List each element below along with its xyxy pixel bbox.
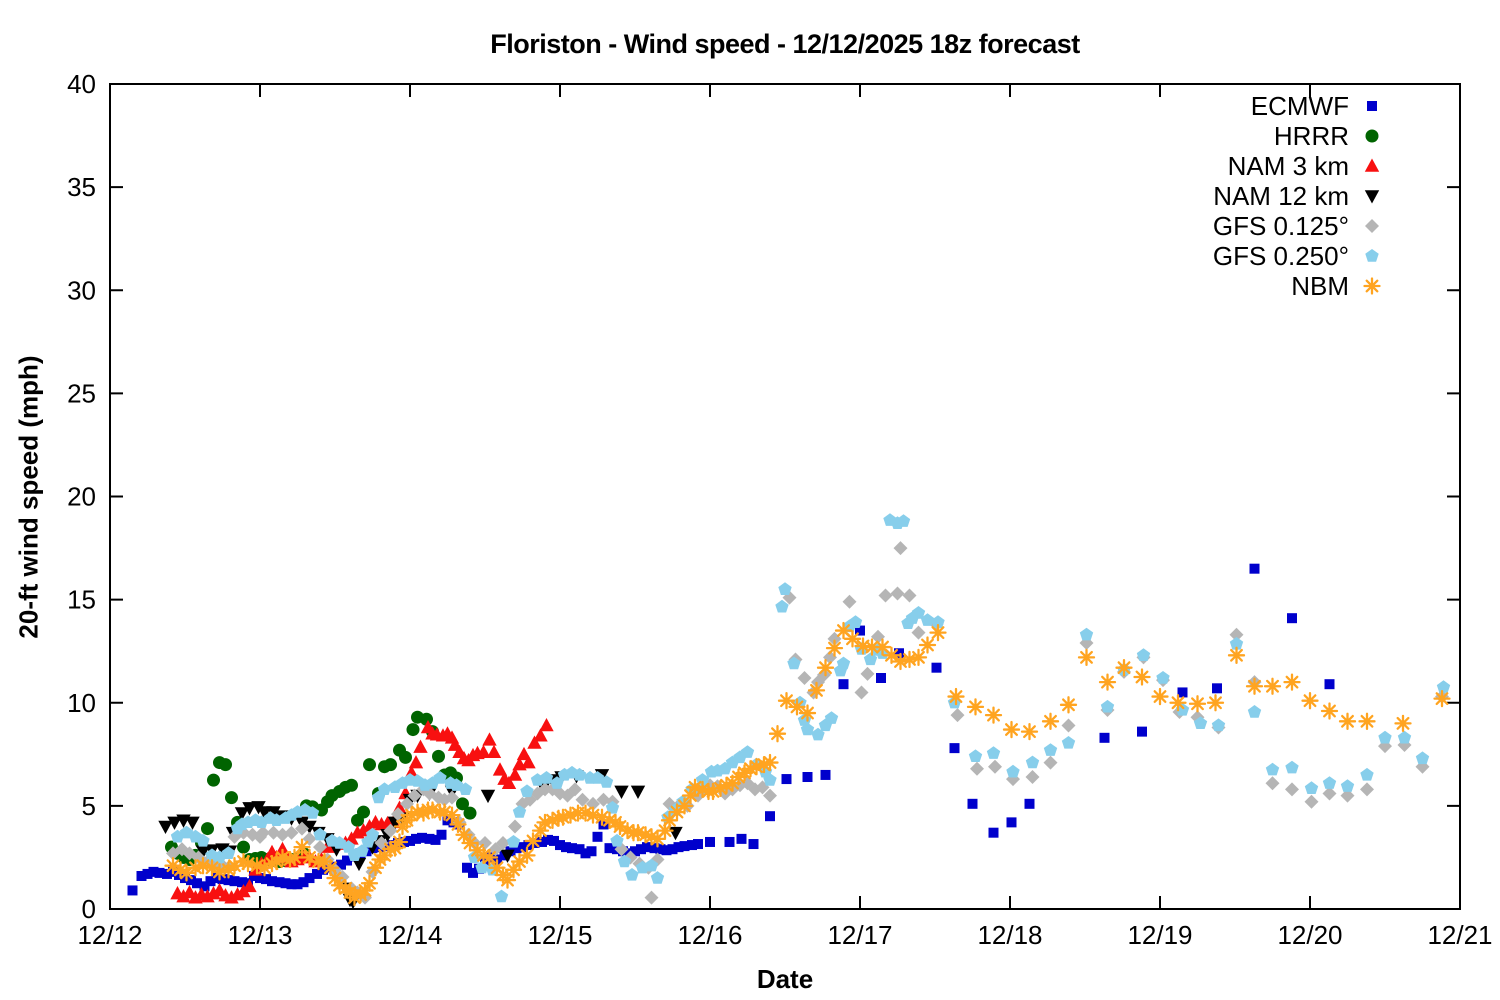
y-tick-label: 15 xyxy=(67,585,96,615)
legend-label-gfs-0-250: GFS 0.250° xyxy=(1212,240,1349,271)
nbm-marker-icon xyxy=(1363,277,1381,295)
legend-item-gfs-0-250: GFS 0.250° xyxy=(1213,241,1382,271)
series-ecmwf xyxy=(127,563,1335,896)
legend-item-nam-12-km: NAM 12 km xyxy=(1213,181,1382,211)
legend-item-nam-3-km: NAM 3 km xyxy=(1213,151,1382,181)
y-tick-label: 10 xyxy=(67,688,96,718)
x-tick-label: 12/16 xyxy=(677,920,742,950)
y-tick-label: 20 xyxy=(67,482,96,512)
x-tick-label: 12/12 xyxy=(77,920,142,950)
legend-item-hrrr: HRRR xyxy=(1213,121,1382,151)
y-tick-label: 35 xyxy=(67,172,96,202)
x-tick-label: 12/18 xyxy=(977,920,1042,950)
nam-12-km-marker-icon xyxy=(1364,190,1380,204)
nam-3-km-marker-icon xyxy=(1364,158,1380,172)
x-tick-label: 12/21 xyxy=(1427,920,1492,950)
y-tick-label: 25 xyxy=(67,378,96,408)
legend-item-gfs-0-125: GFS 0.125° xyxy=(1213,211,1382,241)
y-axis-label: 20-ft wind speed (mph) xyxy=(13,355,44,639)
ecmwf-marker-icon xyxy=(1367,101,1377,111)
y-tick-label: 5 xyxy=(82,791,96,821)
x-tick-label: 12/14 xyxy=(377,920,442,950)
legend-label-hrrr: HRRR xyxy=(1273,120,1349,151)
x-tick-label: 12/20 xyxy=(1277,920,1342,950)
legend-item-ecmwf: ECMWF xyxy=(1213,91,1382,121)
y-tick-label: 0 xyxy=(82,894,96,924)
legend-item-nbm: NBM xyxy=(1213,271,1382,301)
series-nbm xyxy=(164,621,1451,907)
legend: ECMWF HRRR NAM 3 km NAM 12 km GFS 0.125° GFS … xyxy=(1213,91,1382,301)
y-axis: 0 5 10 15 20 25 30 35 40 xyxy=(67,69,1460,924)
legend-label-nam-3-km: NAM 3 km xyxy=(1227,150,1349,181)
legend-label-gfs-0-125: GFS 0.125° xyxy=(1212,210,1349,241)
y-tick-label: 40 xyxy=(67,69,96,99)
legend-label-nbm: NBM xyxy=(1291,270,1349,301)
x-tick-label: 12/19 xyxy=(1127,920,1192,950)
legend-label-ecmwf: ECMWF xyxy=(1250,90,1349,121)
gfs-0-250-marker-icon xyxy=(1365,249,1379,262)
x-tick-label: 12/17 xyxy=(827,920,892,950)
x-axis: 12/12 12/13 12/14 12/15 12/16 12/17 12/18 12/19… xyxy=(77,84,1493,950)
series-gfs-0-250 xyxy=(170,513,1451,903)
y-tick-label: 30 xyxy=(67,275,96,305)
hrrr-marker-icon xyxy=(1365,129,1379,143)
x-tick-label: 12/15 xyxy=(527,920,592,950)
legend-label-nam-12-km: NAM 12 km xyxy=(1213,180,1349,211)
gfs-0-125-marker-icon xyxy=(1365,219,1379,233)
x-tick-label: 12/13 xyxy=(227,920,292,950)
x-axis-label: Date xyxy=(756,964,814,994)
chart-title: Floriston - Wind speed - 12/12/2025 18z … xyxy=(490,29,1080,59)
